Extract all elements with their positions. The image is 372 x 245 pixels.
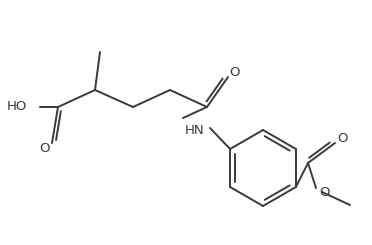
Text: O: O: [319, 185, 329, 198]
Text: O: O: [337, 133, 347, 146]
Text: O: O: [40, 143, 50, 156]
Text: HN: HN: [185, 123, 205, 136]
Text: HO: HO: [7, 100, 27, 113]
Text: O: O: [230, 66, 240, 79]
